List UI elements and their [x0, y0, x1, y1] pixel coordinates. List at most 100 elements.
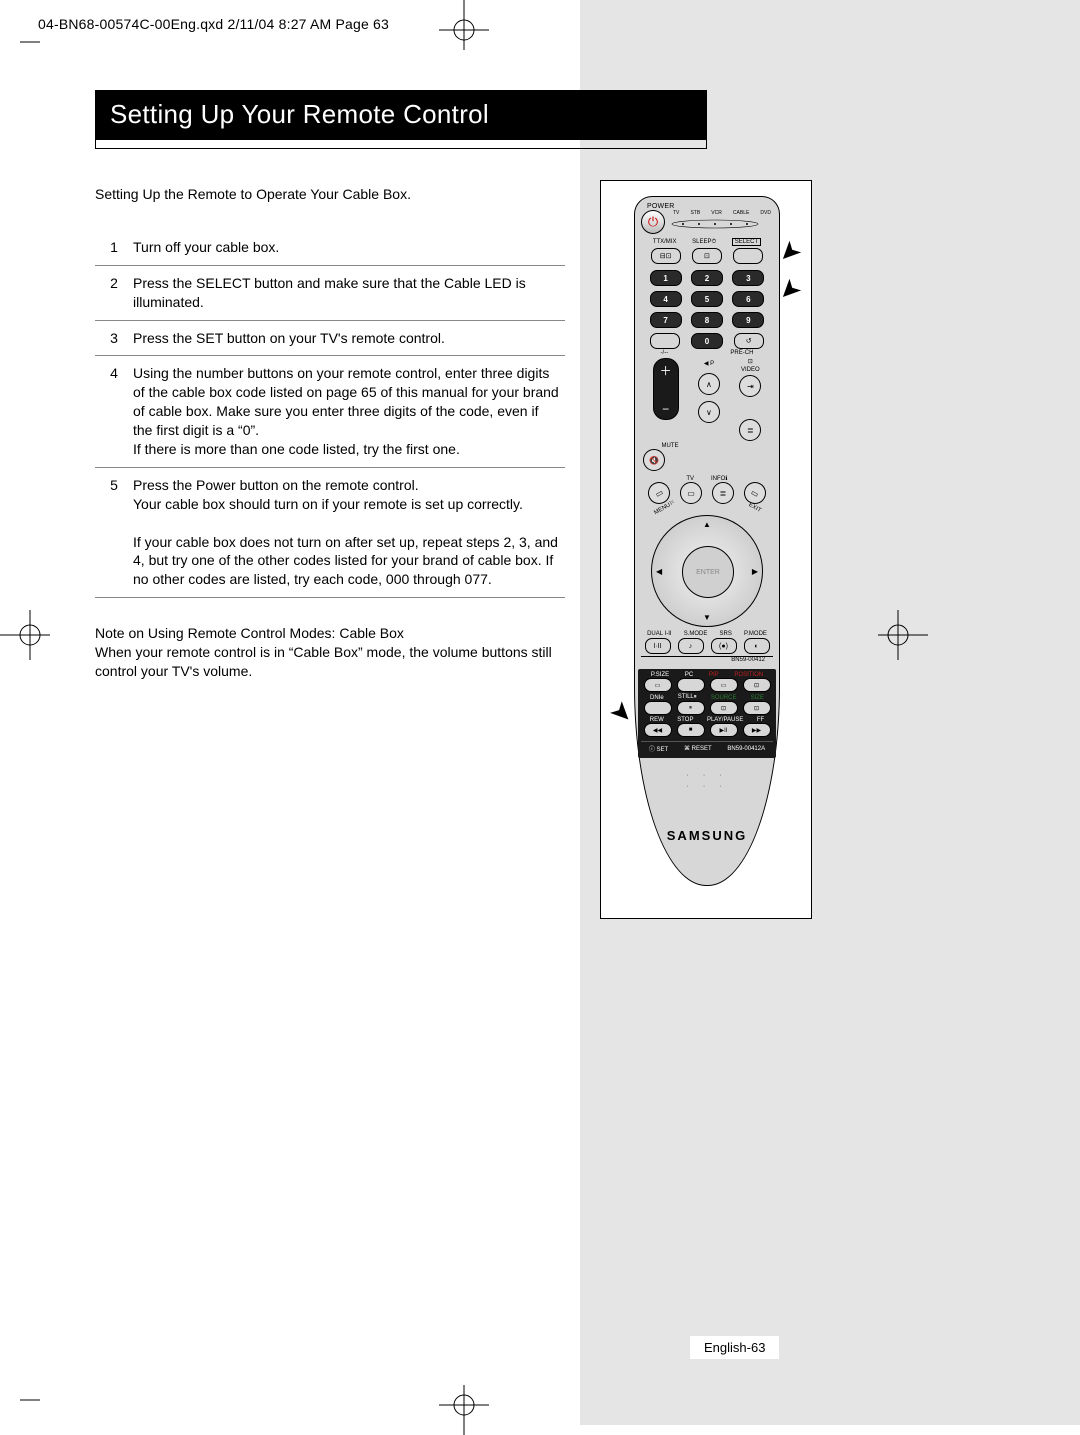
num-6[interactable]: 6: [732, 291, 764, 307]
registration-mark-bottom: [434, 1375, 494, 1435]
num-4[interactable]: 4: [650, 291, 682, 307]
step-row: 5 Press the Power button on the remote c…: [95, 468, 565, 598]
mode-dots-ellipse: [671, 219, 759, 229]
step-text: Press the SELECT button and make sure th…: [133, 274, 565, 312]
num-8[interactable]: 8: [691, 312, 723, 328]
volume-rocker[interactable]: ＋−: [653, 358, 679, 420]
dash-button[interactable]: [650, 333, 680, 349]
step-number: 3: [95, 329, 133, 348]
dnie-button[interactable]: [644, 701, 672, 715]
section-subheading: Setting Up the Remote to Operate Your Ca…: [95, 185, 565, 204]
set-label: ⓘ SET: [649, 744, 668, 753]
psize-button[interactable]: ▭: [644, 678, 672, 692]
step-row: 3 Press the SET button on your TV's remo…: [95, 321, 565, 357]
pip-button[interactable]: ▭: [710, 678, 738, 692]
mute-label: MUTE: [662, 443, 679, 449]
step-row: 2 Press the SELECT button and make sure …: [95, 266, 565, 321]
note-body: When your remote control is in “Cable Bo…: [95, 643, 565, 681]
body-content: Setting Up the Remote to Operate Your Ca…: [95, 185, 565, 681]
step-text: Press the SET button on your TV's remote…: [133, 329, 565, 348]
rew-button[interactable]: ◀◀: [644, 723, 672, 737]
steps-list: 1 Turn off your cable box. 2 Press the S…: [95, 230, 565, 598]
step-number: 5: [95, 476, 133, 589]
info-label: INFOℹ: [711, 475, 728, 482]
step-row: 1 Turn off your cable box.: [95, 230, 565, 266]
select-button[interactable]: [733, 248, 763, 264]
prech-button[interactable]: ↺: [734, 333, 764, 349]
num-5[interactable]: 5: [691, 291, 723, 307]
remote-body: POWER ⏻ TVSTBVCRCABLEDVD TTX/MIX SLEEP⏱ …: [634, 196, 780, 886]
still-button[interactable]: ⏸: [677, 701, 705, 715]
registration-mark-left: [0, 605, 60, 665]
dual-button[interactable]: I·II: [645, 638, 671, 654]
print-header: 04-BN68-00574C-00Eng.qxd 2/11/04 8:27 AM…: [38, 16, 389, 32]
media-section: P.SIZEPC PIPPOSITION ▭▭⊡ DNIeSTILL⏸ SOUR…: [638, 669, 776, 758]
page-number: English-63: [690, 1336, 779, 1359]
sleep-label: SLEEP⏱: [692, 239, 716, 246]
note-block: Note on Using Remote Control Modes: Cabl…: [95, 624, 565, 681]
ff-button[interactable]: ▶▶: [743, 723, 771, 737]
step-text: Turn off your cable box.: [133, 238, 565, 257]
tv-button[interactable]: ▭: [680, 482, 702, 504]
ch-down-button[interactable]: ∨: [698, 401, 720, 423]
step-row: 4 Using the number buttons on your remot…: [95, 356, 565, 467]
stop-button[interactable]: ■: [677, 723, 705, 737]
note-title: Note on Using Remote Control Modes: Cabl…: [95, 624, 565, 643]
power-button[interactable]: ⏻: [641, 210, 665, 234]
step-text: Using the number buttons on your remote …: [133, 364, 565, 458]
num-3[interactable]: 3: [732, 270, 764, 286]
select-label: SELECT: [732, 238, 761, 246]
pc-button[interactable]: [677, 678, 705, 692]
prech-label: PRE-CH: [730, 350, 753, 356]
enter-button[interactable]: ENTER: [682, 546, 734, 598]
dash-label: -/--: [661, 350, 669, 356]
pmode-button[interactable]: ◐: [744, 638, 770, 654]
jog-dial[interactable]: ▲ ▼ ◀ ▶ ENTER: [651, 515, 763, 627]
power-label: POWER: [641, 203, 773, 210]
step-number: 1: [95, 238, 133, 257]
step-number: 2: [95, 274, 133, 312]
registration-mark-right: [868, 605, 928, 665]
pmode-label: P.MODE: [744, 631, 767, 637]
smode-label: S.MODE: [684, 631, 708, 637]
ch-up-button[interactable]: ∧: [698, 373, 720, 395]
source-button[interactable]: ⊡: [710, 701, 738, 715]
size-button[interactable]: ⊡: [743, 701, 771, 715]
sleep-button[interactable]: ⊡: [692, 248, 722, 264]
ttx-label: TTX/MIX: [653, 239, 677, 245]
remote-frame: POWER ⏻ TVSTBVCRCABLEDVD TTX/MIX SLEEP⏱ …: [600, 180, 812, 919]
registration-mark-top: [434, 0, 494, 60]
position-button[interactable]: ⊡: [743, 678, 771, 692]
tv-label-text: TV: [686, 476, 694, 482]
model-suffix: BN59-00412A: [727, 746, 765, 752]
speaker-dots: · · ·· · ·: [635, 770, 779, 792]
p-label: P: [710, 361, 714, 367]
manual-page: 04-BN68-00574C-00Eng.qxd 2/11/04 8:27 AM…: [0, 0, 1080, 1425]
page-title: Setting Up Your Remote Control: [96, 91, 706, 140]
num-1[interactable]: 1: [650, 270, 682, 286]
num-7[interactable]: 7: [650, 312, 682, 328]
dual-label: DUAL I-II: [647, 631, 671, 637]
video-button[interactable]: ⇥: [739, 375, 761, 397]
corner-tick-tl: [20, 32, 40, 52]
video-label: VIDEO: [739, 367, 761, 373]
ttx-button[interactable]: ⊟⊡: [651, 248, 681, 264]
info-button[interactable]: ≣: [712, 482, 734, 504]
num-9[interactable]: 9: [732, 312, 764, 328]
play-button[interactable]: ▶II: [710, 723, 738, 737]
num-0[interactable]: 0: [691, 333, 723, 349]
step-text: Press the Power button on the remote con…: [133, 476, 565, 589]
corner-tick-bl: [20, 1390, 40, 1410]
num-2[interactable]: 2: [691, 270, 723, 286]
brand-logo: SAMSUNG: [635, 828, 779, 843]
step-number: 4: [95, 364, 133, 458]
srs-button[interactable]: (●): [711, 638, 737, 654]
smode-button[interactable]: ♪: [678, 638, 704, 654]
mute-button[interactable]: 🔇: [643, 449, 665, 471]
srs-label: SRS: [720, 631, 732, 637]
reset-label: ⌘ RESET: [684, 745, 712, 752]
list-button[interactable]: ≣: [739, 419, 761, 441]
mode-labels: TVSTBVCRCABLEDVD: [671, 210, 773, 216]
title-box: Setting Up Your Remote Control: [95, 90, 707, 149]
model-number: BN59-00412: [641, 656, 773, 663]
